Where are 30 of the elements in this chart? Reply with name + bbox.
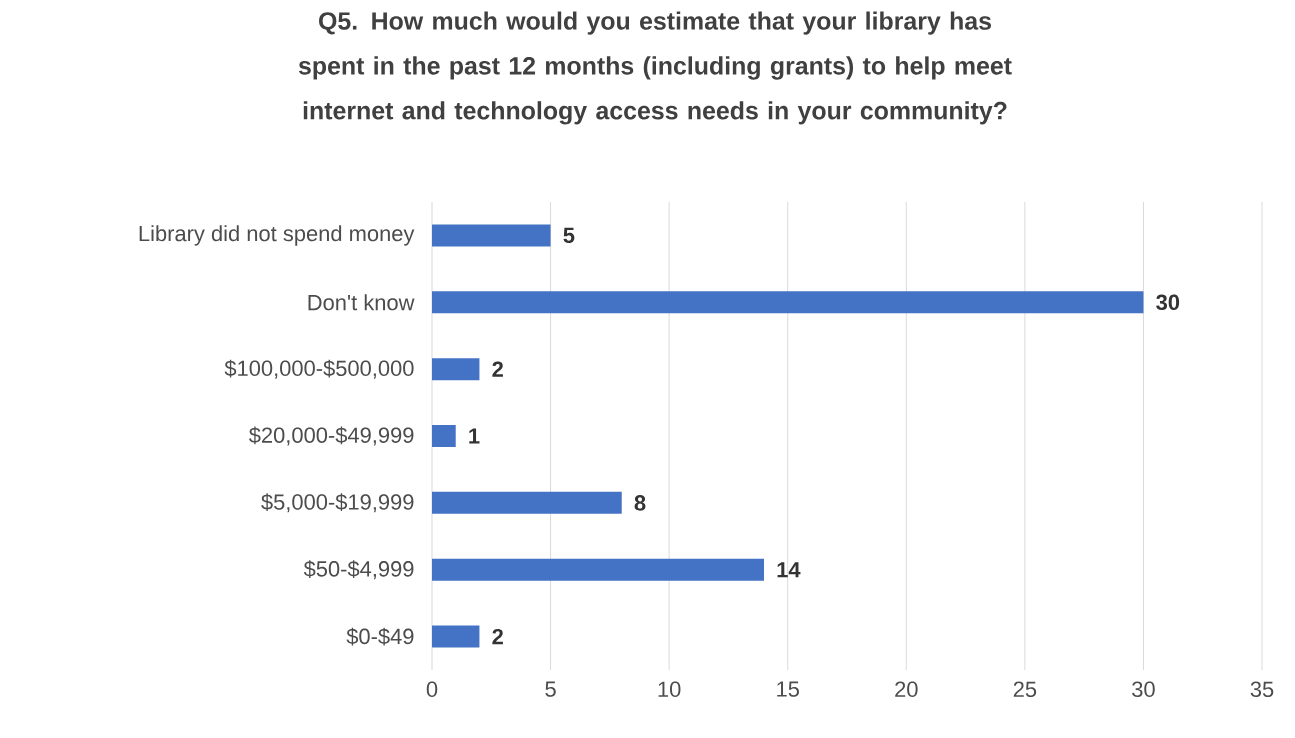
x-tick-label: 25 [1013, 681, 1037, 698]
bar [432, 558, 764, 581]
x-tick-label: 5 [545, 681, 556, 697]
y-tick-label: $50-$4,999 [303, 560, 414, 580]
data-label: 8 [634, 495, 646, 511]
x-tick-label: 30 [1132, 681, 1155, 698]
data-label: 30 [1156, 294, 1180, 311]
bar [432, 491, 622, 514]
data-label: 5 [563, 227, 575, 244]
bar [432, 625, 480, 648]
x-tick-label: 20 [895, 681, 918, 698]
y-tick-label: $100,000-$500,000 [224, 359, 414, 379]
chart-title: Q5. How much would you estimate that your library has spent in the past 12 months (including grants) to help meet internet and technology access needs in your community? [298, 11, 1012, 125]
bar [432, 425, 456, 448]
x-tick-label: 15 [777, 681, 799, 697]
y-tick-label: Library did not spend money [139, 225, 415, 246]
x-tick-label: 0 [426, 681, 438, 698]
y-tick-label: $20,000-$49,999 [248, 426, 414, 446]
bar [432, 291, 1144, 314]
data-label: 2 [492, 361, 503, 377]
data-label: 2 [492, 628, 503, 645]
y-tick-label: Don't know [308, 294, 415, 311]
bar [432, 224, 551, 247]
data-label: 14 [777, 562, 801, 578]
y-tick-label: $0-$49 [346, 627, 414, 646]
bar [432, 358, 480, 381]
x-tick-label: 10 [658, 681, 681, 698]
data-label: 1 [469, 428, 480, 444]
y-tick-label: $5,000-$19,999 [261, 493, 414, 513]
x-tick-label: 35 [1250, 681, 1274, 698]
